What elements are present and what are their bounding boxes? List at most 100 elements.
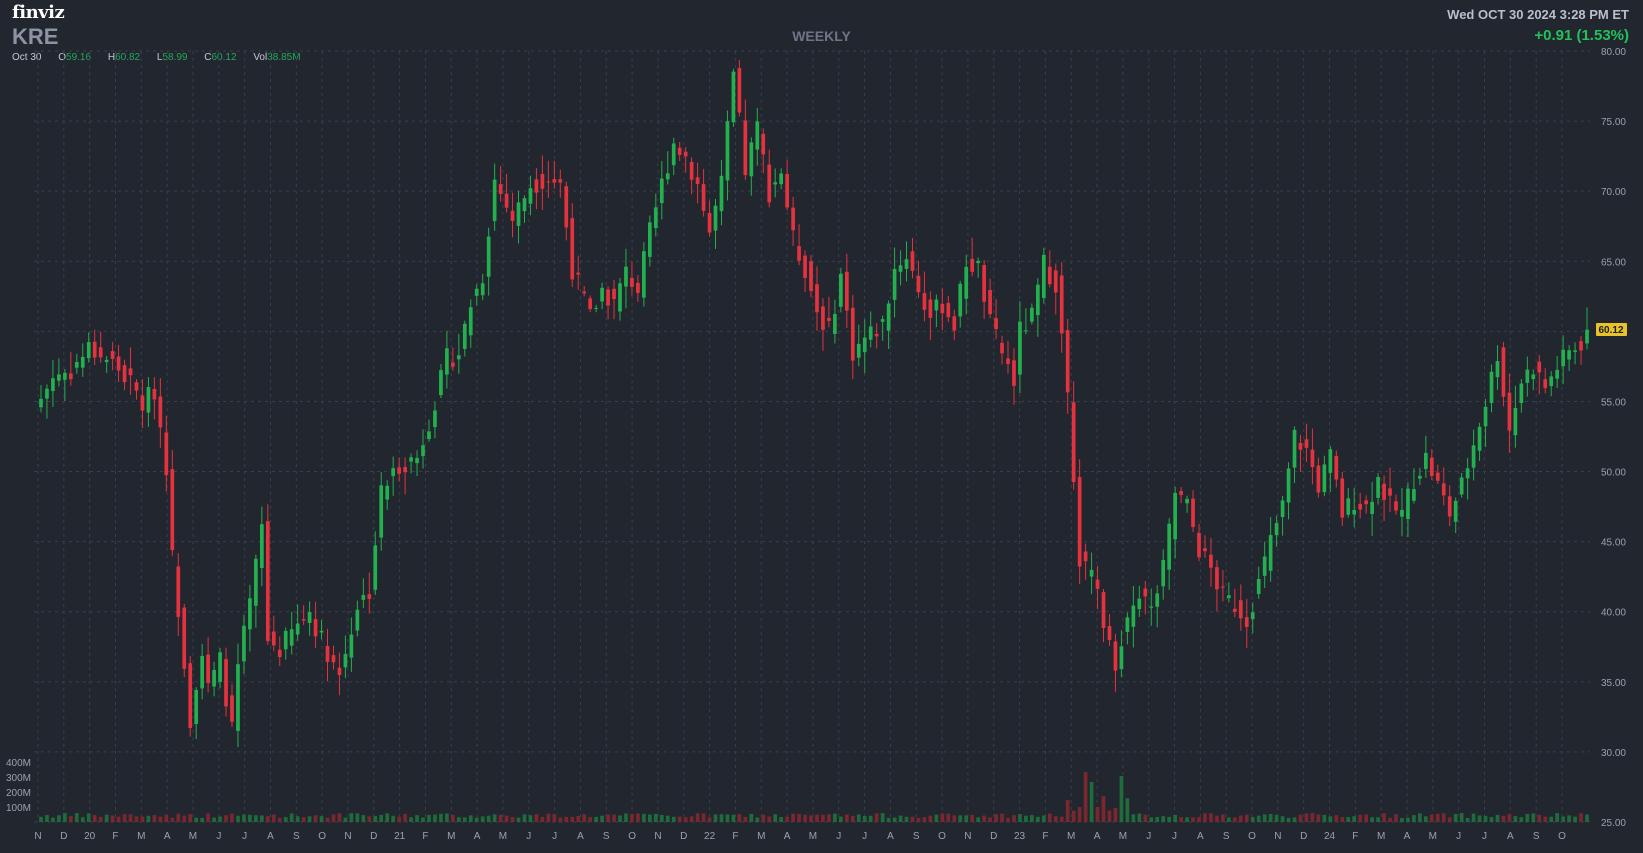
x-tick-label: A	[887, 831, 894, 842]
x-tick-label: A	[1197, 831, 1204, 842]
chart-period[interactable]: WEEKLY	[792, 28, 851, 44]
candle-body	[803, 255, 807, 278]
candle-body	[665, 173, 670, 180]
candle-body	[80, 356, 85, 368]
candle-body	[110, 351, 115, 359]
x-tick-label: F	[732, 831, 738, 842]
candle-body	[528, 188, 533, 204]
x-tick-label: D	[60, 831, 67, 842]
volume-bar	[1089, 782, 1094, 822]
volume-bar	[486, 815, 491, 822]
candle-body	[1322, 464, 1327, 493]
candle-body	[51, 378, 55, 392]
candle-body	[1406, 488, 1410, 519]
candle-body	[1400, 509, 1404, 517]
candle-body	[1519, 383, 1524, 404]
x-tick-label: 20	[84, 831, 96, 842]
candle-body	[1161, 559, 1166, 587]
volume-bar	[1531, 813, 1536, 822]
volume-bar	[1429, 814, 1434, 822]
volume-bar	[427, 814, 431, 822]
volume-bar	[1423, 816, 1428, 822]
candle-body	[200, 655, 205, 689]
volume-bar	[313, 815, 318, 822]
candle-body	[116, 356, 121, 371]
candle-body	[1531, 374, 1536, 380]
candle-body	[868, 326, 873, 340]
volume-bar	[1030, 815, 1034, 822]
volume-bar	[850, 815, 855, 822]
candle-body	[1059, 275, 1064, 334]
candle-body	[146, 387, 151, 413]
volume-bar	[451, 814, 455, 822]
candle-body	[934, 299, 939, 311]
volume-bar	[1215, 815, 1219, 822]
volume-bar	[74, 813, 79, 822]
volume-bar	[1447, 817, 1452, 822]
volume-bar	[803, 814, 807, 822]
candle-body	[1006, 358, 1010, 364]
volume-bar	[636, 813, 640, 822]
volume-bar	[1465, 817, 1470, 822]
candle-body	[1310, 449, 1315, 468]
volume-bar	[1406, 817, 1410, 822]
candle-body	[576, 272, 581, 275]
volume-label: Vol	[253, 52, 268, 63]
candle-body	[809, 261, 813, 291]
volume-bar	[922, 817, 927, 822]
candle-body	[218, 652, 222, 682]
candle-body	[1089, 569, 1094, 577]
volume-bar	[1471, 813, 1476, 822]
volume-tick-label: 200M	[6, 788, 31, 799]
candle-body	[1423, 452, 1428, 469]
volume-bar	[236, 815, 240, 822]
candle-body	[725, 121, 730, 181]
candle-body	[1119, 646, 1124, 670]
candle-body	[940, 303, 945, 314]
candle-body	[1298, 442, 1303, 450]
candle-body	[355, 609, 360, 631]
candle-body	[325, 646, 330, 662]
candle-body	[540, 173, 545, 189]
candle-body	[546, 181, 551, 183]
current-price-box	[1596, 323, 1627, 336]
volume-bar	[862, 815, 867, 822]
candle-body	[104, 359, 109, 363]
volume-bar	[1328, 816, 1333, 822]
finviz-logo[interactable]: finviz	[12, 2, 65, 23]
volume-bar	[928, 815, 933, 822]
candle-body	[1585, 329, 1589, 344]
volume-bar	[528, 815, 533, 822]
x-tick-label: M	[1119, 831, 1127, 842]
x-tick-label: O	[1558, 831, 1566, 842]
volume-bar	[1394, 814, 1398, 822]
candle-body	[743, 120, 748, 176]
volume-bar	[1232, 817, 1237, 822]
volume-bar	[456, 817, 461, 822]
candle-body	[1561, 349, 1565, 367]
candle-body	[928, 299, 933, 318]
candle-body	[1388, 488, 1392, 496]
candle-body	[1567, 350, 1571, 360]
candle-body	[98, 347, 103, 358]
y-tick-label: 75.00	[1601, 117, 1626, 128]
volume-bar	[1143, 814, 1148, 822]
volume-bar	[606, 814, 610, 822]
candle-body	[1024, 330, 1028, 332]
candle-body	[683, 151, 688, 157]
volume-bar	[1221, 814, 1225, 822]
volume-bar	[552, 814, 557, 822]
candle-body	[564, 186, 569, 228]
candle-body	[558, 179, 563, 183]
volume-bar	[534, 814, 539, 822]
volume-bar	[379, 814, 384, 822]
candle-body	[761, 133, 766, 155]
low-label: L	[156, 52, 163, 63]
volume-bar	[415, 815, 419, 822]
candle-body	[1250, 612, 1255, 620]
volume-bar	[242, 814, 246, 822]
x-tick-label: J	[1482, 831, 1487, 842]
x-tick-label: 23	[1014, 831, 1026, 842]
volume-bar	[1161, 816, 1166, 822]
